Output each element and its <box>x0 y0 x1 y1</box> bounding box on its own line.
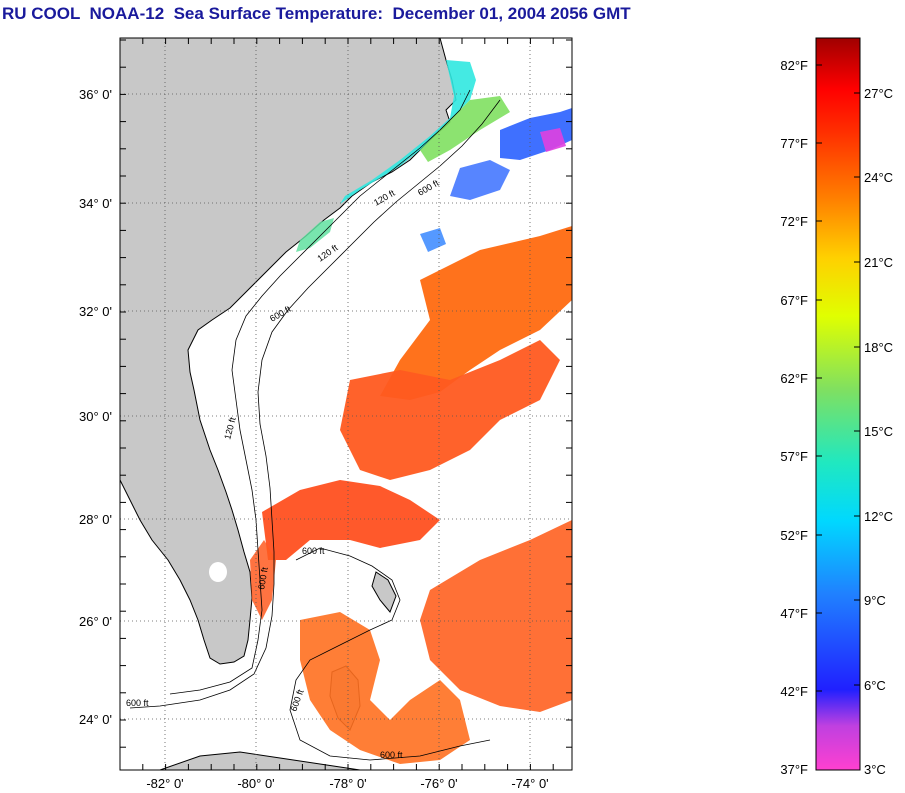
colorbar-f-62: 62°F <box>780 371 808 386</box>
contour-label-600ft-keys: 600 ft <box>126 698 149 708</box>
lon-label-80: -80° 0' <box>237 776 274 791</box>
sst-offshore-southeast <box>420 520 572 712</box>
colorbar <box>815 37 861 771</box>
lon-label-78: -78° 0' <box>329 776 366 791</box>
colorbar-c-3: 3°C <box>864 762 886 777</box>
colorbar-c-27: 27°C <box>864 86 893 101</box>
colorbar-c-9: 9°C <box>864 593 886 608</box>
colorbar-ticks <box>816 64 860 692</box>
sst-offshore-blue-3 <box>420 228 446 252</box>
colorbar-f-42: 42°F <box>780 684 808 699</box>
colorbar-c-15: 15°C <box>864 424 893 439</box>
sst-shelf-green-south <box>296 218 334 252</box>
lake-okeechobee <box>209 562 227 582</box>
colorbar-c-24: 24°C <box>864 170 893 185</box>
contour-label-600ft-bahamas-1: 600 ft <box>302 546 325 556</box>
map-frame <box>119 37 573 771</box>
graticule <box>120 38 572 770</box>
lat-label-28: 28° 0' <box>79 512 112 527</box>
colorbar-f-82: 82°F <box>780 58 808 73</box>
colorbar-f-72: 72°F <box>780 214 808 229</box>
isobath-600ft <box>129 99 501 709</box>
sst-gulf-stream-north <box>380 226 572 400</box>
lat-label-26: 26° 0' <box>79 614 112 629</box>
lon-label-76: -76° 0' <box>420 776 457 791</box>
contour-label-600ft-cuba: 600 ft <box>380 750 403 760</box>
colorbar-f-67: 67°F <box>780 293 808 308</box>
colorbar-f-37: 37°F <box>780 762 808 777</box>
sst-shelf-cyan <box>340 60 476 204</box>
axis-ticks <box>119 38 572 770</box>
sst-gulf-stream-south <box>262 480 440 560</box>
colorbar-f-77: 77°F <box>780 136 808 151</box>
lat-label-36: 36° 0' <box>79 87 112 102</box>
isobath-120ft <box>169 89 471 695</box>
isobath-bahamas <box>289 547 491 761</box>
lat-label-34: 34° 0' <box>79 196 112 211</box>
colorbar-c-12: 12°C <box>864 509 893 524</box>
sst-bahamas-warm <box>300 612 470 764</box>
land-cuba <box>159 751 361 770</box>
map-title: RU COOL NOAA-12 Sea Surface Temperature:… <box>2 4 631 23</box>
lat-label-24: 24° 0' <box>79 712 112 727</box>
colorbar-c-21: 21°C <box>864 255 893 270</box>
sst-florida-straits-warm <box>250 540 276 620</box>
sst-offshore-blue-2 <box>450 160 510 200</box>
contour-label-600ft-florida: 600 ft <box>256 566 270 590</box>
sst-gulf-stream-central <box>340 340 560 480</box>
sst-offshore-magenta <box>540 128 566 152</box>
lat-label-30: 30° 0' <box>79 409 112 424</box>
lon-label-82: -82° 0' <box>146 776 183 791</box>
colorbar-f-57: 57°F <box>780 449 808 464</box>
colorbar-c-6: 6°C <box>864 678 886 693</box>
colorbar-c-18: 18°C <box>864 340 893 355</box>
lat-label-32: 32° 0' <box>79 304 112 319</box>
map-panel: 120 ft 600 ft 120 ft 600 ft 120 ft 600 f… <box>120 38 572 770</box>
sst-shelf-green <box>420 96 510 162</box>
lon-label-74: -74° 0' <box>511 776 548 791</box>
land-bahamas-abaco <box>371 571 397 613</box>
colorbar-f-47: 47°F <box>780 606 808 621</box>
colorbar-f-52: 52°F <box>780 528 808 543</box>
land-us-southeast <box>120 38 457 665</box>
